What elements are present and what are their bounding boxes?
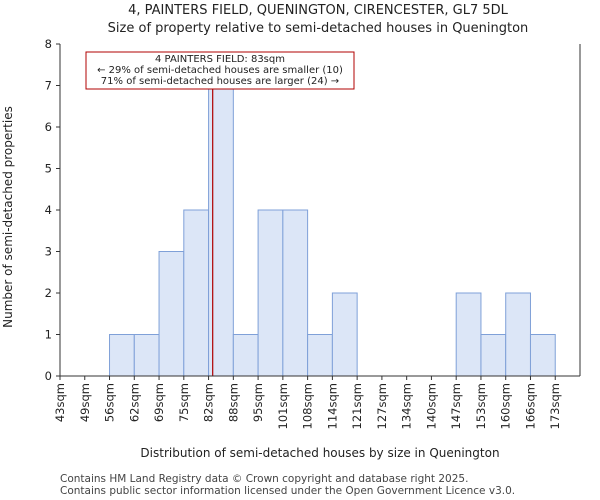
y-tick-label-7: 7 <box>45 79 52 93</box>
bar-75sqm <box>183 209 210 377</box>
annotation-line-1: 4 PAINTERS FIELD: 83sqm <box>155 54 285 65</box>
chart-subtitle: Size of property relative to semi-detach… <box>108 21 529 36</box>
axes-group <box>59 44 581 377</box>
x-tick-label-121sqm: 121sqm <box>350 383 364 429</box>
y-axis-label: Number of semi-detached properties <box>1 106 15 328</box>
y-tick-label-0: 0 <box>45 369 52 383</box>
x-ticks-group: 43sqm 49sqm 56sqm 62sqm 69sqm 75sqm 82sqm 88sqm… <box>53 376 562 429</box>
y-tick-label-6: 6 <box>45 120 52 134</box>
bar-69sqm <box>158 251 185 377</box>
bar-160sqm <box>505 292 531 377</box>
x-tick-label-160sqm: 160sqm <box>499 383 513 429</box>
x-tick-label-114sqm: 114sqm <box>325 383 339 429</box>
bar-153sqm <box>480 334 507 377</box>
footer-line-1: Contains HM Land Registry data © Crown c… <box>60 473 468 485</box>
bar-95sqm <box>257 209 284 377</box>
bar-88sqm <box>232 334 259 377</box>
x-tick-label-108sqm: 108sqm <box>301 383 315 429</box>
y-tick-label-3: 3 <box>45 245 52 259</box>
x-tick-label-49sqm: 49sqm <box>78 383 92 422</box>
x-tick-label-166sqm: 166sqm <box>523 383 537 429</box>
annotation-line-2: ← 29% of semi-detached houses are smalle… <box>97 65 343 76</box>
x-tick-label-43sqm: 43sqm <box>53 383 67 422</box>
x-tick-label-127sqm: 127sqm <box>375 383 389 429</box>
x-tick-label-101sqm: 101sqm <box>276 383 290 429</box>
x-tick-label-134sqm: 134sqm <box>400 383 414 429</box>
x-tick-label-56sqm: 56sqm <box>103 383 117 422</box>
x-tick-label-173sqm: 173sqm <box>548 383 562 429</box>
x-tick-label-95sqm: 95sqm <box>251 383 265 422</box>
y-tick-label-2: 2 <box>45 286 52 300</box>
bar-62sqm <box>133 334 160 377</box>
x-tick-label-88sqm: 88sqm <box>226 383 240 422</box>
x-tick-label-75sqm: 75sqm <box>177 383 191 422</box>
annotation-line-3: 71% of semi-detached houses are larger (… <box>101 76 339 87</box>
x-tick-label-69sqm: 69sqm <box>152 383 166 422</box>
bar-114sqm <box>331 292 358 377</box>
x-tick-label-62sqm: 62sqm <box>127 383 141 422</box>
annotation-frame <box>85 51 355 90</box>
x-tick-label-140sqm: 140sqm <box>424 383 438 429</box>
bar-101sqm <box>282 209 309 377</box>
y-tick-label-8: 8 <box>45 37 52 51</box>
bar-56sqm <box>109 334 135 377</box>
y-ticks-group: 0 1 2 3 4 5 6 7 8 <box>45 37 60 383</box>
y-tick-label-5: 5 <box>45 162 52 176</box>
chart-title: 4, PAINTERS FIELD, QUENINGTON, CIRENCEST… <box>128 3 509 18</box>
y-tick-label-4: 4 <box>45 203 52 217</box>
annotation-box: 4 PAINTERS FIELD: 83sqm ← 29% of semi-de… <box>85 51 355 90</box>
x-tick-label-147sqm: 147sqm <box>449 383 463 429</box>
y-tick-label-1: 1 <box>45 328 52 342</box>
footer-line-2: Contains public sector information licen… <box>60 485 515 497</box>
bar-108sqm <box>307 334 333 377</box>
x-tick-label-153sqm: 153sqm <box>474 383 488 429</box>
x-axis-label: Distribution of semi-detached houses by … <box>140 446 499 460</box>
bar-166sqm <box>529 334 556 377</box>
x-tick-label-82sqm: 82sqm <box>202 383 216 422</box>
bars-group <box>109 85 556 377</box>
bar-147sqm <box>455 292 482 377</box>
